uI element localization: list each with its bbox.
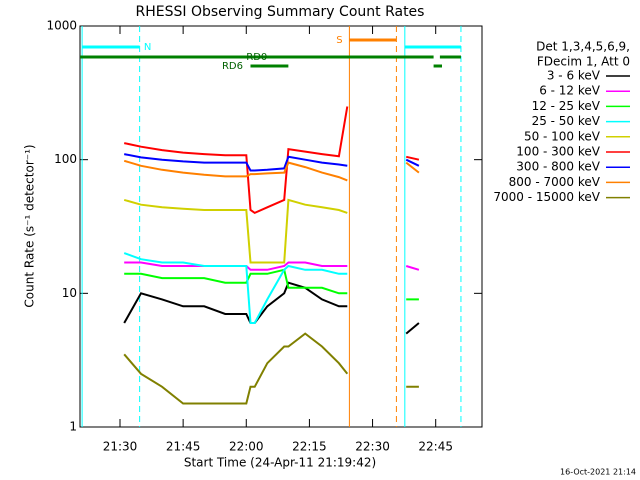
legend-label: 300 - 800 keV [516,160,600,174]
legend-label: 7000 - 15000 keV [493,190,600,204]
x-tick-label: 22:00 [229,440,264,454]
flag-label: S [336,35,342,46]
x-tick-label: 21:45 [166,440,201,454]
legend-label: 800 - 7000 keV [509,175,601,189]
series-line [123,252,348,324]
legend-label: 100 - 300 keV [516,145,600,159]
y-axis-label: Count Rate (s⁻¹ detector⁻¹) [23,144,37,307]
flag-label: RD6 [222,61,243,72]
chart-title: RHESSI Observing Summary Count Rates [136,4,425,20]
y-tick-label: 100 [54,152,77,166]
legend-label: 12 - 25 keV [532,99,601,113]
y-tick-label: 10 [62,286,77,300]
series-line [124,268,419,301]
legend-header: Det 1,3,4,5,6,9, [536,40,630,54]
x-tick-label: 22:45 [418,440,453,454]
x-axis-label: Start Time (24-Apr-11 21:19:42) [184,456,376,470]
x-tick-label: 22:15 [292,440,327,454]
flag-label: RD0 [246,52,267,63]
series-line [124,261,420,271]
series-line [123,106,420,215]
flag-label: N [144,42,151,53]
y-tick-label: 1000 [46,19,77,33]
legend-header: FDecim 1, Att 0 [537,55,630,69]
series-line [123,198,348,264]
footer: 16-Oct-2021 21:14 [560,468,636,477]
plot-frame [79,25,483,428]
legend-label: 50 - 100 keV [524,129,601,143]
y-tick-label: 1 [69,420,77,434]
x-tick-label: 21:30 [103,440,138,454]
legend-label: 3 - 6 keV [547,69,601,83]
legend-label: 25 - 50 keV [532,114,601,128]
series-line [123,332,419,405]
x-tick-label: 22:30 [355,440,390,454]
series-line [123,159,420,182]
series-line [124,153,420,172]
legend-label: 6 - 12 keV [539,84,601,98]
